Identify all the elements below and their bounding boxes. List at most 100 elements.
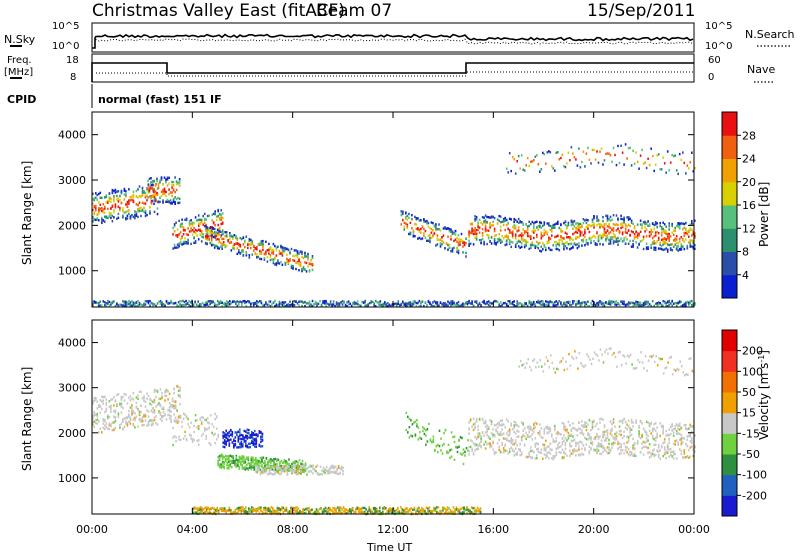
echo-cell bbox=[255, 458, 257, 462]
echo-cell bbox=[263, 258, 266, 261]
echo-cell bbox=[261, 471, 263, 474]
echo-cell bbox=[424, 229, 427, 233]
echo-cell bbox=[561, 236, 564, 240]
echo-cell bbox=[435, 444, 438, 448]
echo-cell bbox=[554, 301, 556, 304]
echo-cell bbox=[162, 305, 165, 308]
echo-cell bbox=[533, 300, 535, 304]
echo-cell bbox=[140, 209, 142, 213]
echo-cell bbox=[113, 210, 115, 214]
echo-cell bbox=[162, 192, 164, 196]
echo-cell bbox=[557, 151, 559, 154]
echo-cell bbox=[340, 300, 342, 304]
echo-cell bbox=[271, 251, 273, 254]
echo-cell bbox=[173, 391, 175, 395]
echo-cell bbox=[149, 212, 151, 215]
echo-cell bbox=[126, 424, 129, 428]
echo-cell bbox=[152, 400, 154, 404]
echo-cell bbox=[653, 235, 655, 238]
echo-cell bbox=[157, 186, 160, 189]
echo-cell bbox=[128, 209, 130, 212]
echo-cell bbox=[143, 210, 145, 213]
echo-cell bbox=[472, 243, 475, 246]
echo-cell bbox=[688, 303, 690, 306]
echo-cell bbox=[563, 165, 565, 168]
echo-cell bbox=[258, 468, 260, 472]
echo-cell bbox=[149, 402, 151, 405]
echo-cell bbox=[432, 435, 435, 438]
echo-cell bbox=[496, 426, 499, 429]
echo-cell bbox=[641, 447, 643, 450]
echo-cell bbox=[534, 421, 537, 424]
echo-cell bbox=[105, 216, 108, 219]
echo-cell bbox=[621, 222, 624, 225]
echo-cell bbox=[113, 209, 115, 212]
echo-cell bbox=[261, 465, 263, 468]
echo-cell bbox=[456, 250, 458, 253]
echo-cell bbox=[413, 421, 415, 424]
echo-cell bbox=[110, 301, 112, 305]
echo-cell bbox=[570, 445, 573, 448]
echo-cell bbox=[418, 299, 421, 303]
echo-cell bbox=[282, 461, 284, 464]
echo-cell bbox=[93, 410, 96, 414]
echo-cell bbox=[140, 303, 142, 306]
echo-cell bbox=[138, 185, 141, 188]
echo-cell bbox=[364, 301, 366, 304]
echo-cell bbox=[546, 455, 549, 458]
echo-cell bbox=[114, 417, 117, 420]
echo-cell bbox=[211, 213, 213, 216]
echo-cell bbox=[478, 302, 481, 306]
echo-cell bbox=[205, 229, 207, 232]
echo-cell bbox=[194, 241, 197, 244]
echo-cell bbox=[298, 466, 301, 470]
echo-cell bbox=[324, 471, 326, 475]
echo-cell bbox=[423, 432, 426, 436]
echo-cell bbox=[218, 455, 221, 458]
echo-cell bbox=[560, 235, 562, 239]
echo-cell bbox=[262, 468, 265, 472]
echo-cell bbox=[264, 461, 266, 465]
echo-cell bbox=[148, 190, 151, 193]
colorbar-tick-label: 8 bbox=[742, 246, 749, 259]
echo-cell bbox=[651, 437, 654, 440]
echo-cell bbox=[141, 201, 144, 204]
echo-cell bbox=[228, 460, 230, 464]
echo-cell bbox=[490, 445, 493, 448]
echo-cell bbox=[602, 243, 604, 246]
echo-cell bbox=[286, 466, 289, 469]
echo-cell bbox=[599, 443, 601, 446]
echo-cell bbox=[175, 440, 177, 443]
echo-cell bbox=[255, 464, 257, 467]
echo-cell bbox=[542, 224, 544, 228]
echo-cell bbox=[182, 226, 185, 229]
echo-cell bbox=[128, 413, 130, 416]
echo-cell bbox=[235, 302, 237, 305]
echo-cell bbox=[587, 227, 589, 231]
echo-cell bbox=[268, 303, 270, 306]
echo-cell bbox=[116, 190, 118, 193]
echo-cell bbox=[137, 397, 139, 401]
echo-cell bbox=[419, 430, 421, 434]
echo-cell bbox=[597, 444, 600, 447]
echo-cell bbox=[448, 302, 451, 305]
echo-cell bbox=[184, 430, 186, 434]
echo-cell bbox=[233, 246, 236, 250]
echo-cell bbox=[517, 217, 520, 221]
echo-cell bbox=[606, 229, 609, 232]
echo-cell bbox=[648, 443, 651, 446]
echo-cell bbox=[430, 304, 433, 307]
echo-cell bbox=[688, 167, 690, 170]
echo-cell bbox=[511, 232, 514, 235]
echo-cell bbox=[543, 444, 546, 447]
echo-cell bbox=[298, 262, 300, 266]
echo-cell bbox=[269, 258, 272, 262]
echo-cell bbox=[536, 226, 538, 229]
echo-cell bbox=[519, 167, 521, 170]
echo-cell bbox=[283, 468, 286, 471]
echo-cell bbox=[178, 415, 180, 418]
echo-cell bbox=[330, 471, 332, 474]
echo-cell bbox=[650, 432, 652, 435]
echo-cell bbox=[205, 434, 207, 438]
